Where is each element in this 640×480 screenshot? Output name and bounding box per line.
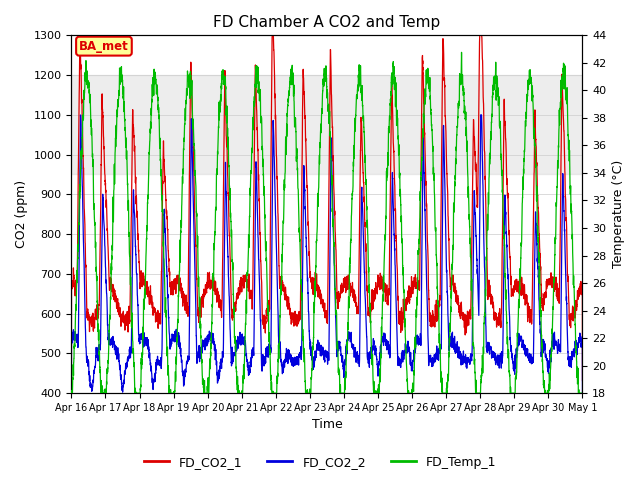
Legend: FD_CO2_1, FD_CO2_2, FD_Temp_1: FD_CO2_1, FD_CO2_2, FD_Temp_1 <box>139 451 501 474</box>
Title: FD Chamber A CO2 and Temp: FD Chamber A CO2 and Temp <box>213 15 440 30</box>
Text: BA_met: BA_met <box>79 40 129 53</box>
Y-axis label: CO2 (ppm): CO2 (ppm) <box>15 180 28 248</box>
Y-axis label: Temperature (°C): Temperature (°C) <box>612 160 625 268</box>
X-axis label: Time: Time <box>312 419 342 432</box>
Bar <box>72 75 582 174</box>
